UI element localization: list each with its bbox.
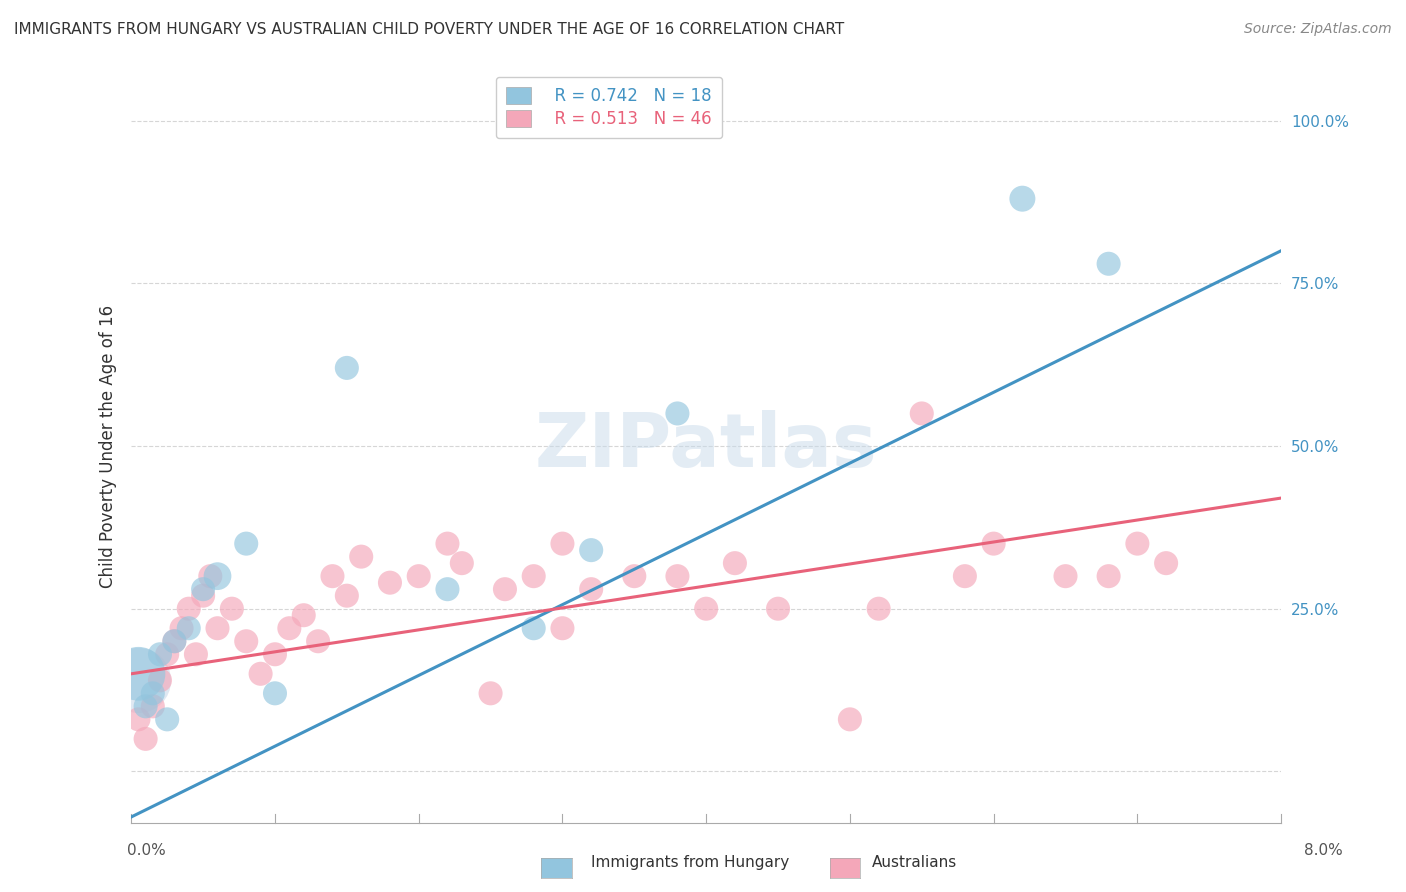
Point — [523, 569, 546, 583]
Point — [579, 543, 602, 558]
Point — [170, 621, 193, 635]
Point — [156, 712, 179, 726]
Point — [264, 686, 287, 700]
Point — [163, 634, 186, 648]
Text: IMMIGRANTS FROM HUNGARY VS AUSTRALIAN CHILD POVERTY UNDER THE AGE OF 16 CORRELAT: IMMIGRANTS FROM HUNGARY VS AUSTRALIAN CH… — [14, 22, 845, 37]
Point — [149, 647, 172, 661]
Point — [911, 407, 934, 421]
Point — [724, 556, 747, 570]
Text: 0.0%: 0.0% — [127, 843, 166, 858]
Point — [321, 569, 343, 583]
Text: Source: ZipAtlas.com: Source: ZipAtlas.com — [1244, 22, 1392, 37]
Point — [184, 647, 207, 661]
Point — [149, 673, 172, 688]
Point — [177, 601, 200, 615]
Point — [221, 601, 243, 615]
Point — [623, 569, 645, 583]
Point — [235, 634, 257, 648]
Point — [264, 647, 287, 661]
Point — [983, 536, 1005, 550]
Point — [868, 601, 890, 615]
Point — [838, 712, 860, 726]
Y-axis label: Child Poverty Under the Age of 16: Child Poverty Under the Age of 16 — [100, 304, 117, 588]
Point — [579, 582, 602, 597]
Point — [249, 666, 271, 681]
Point — [436, 582, 458, 597]
Point — [307, 634, 329, 648]
Point — [436, 536, 458, 550]
Point — [666, 407, 689, 421]
Point — [127, 673, 149, 688]
Point — [207, 569, 229, 583]
Point — [278, 621, 301, 635]
Point — [235, 536, 257, 550]
Point — [336, 589, 359, 603]
Point — [200, 569, 222, 583]
Point — [177, 621, 200, 635]
Point — [378, 575, 401, 590]
Point — [191, 589, 214, 603]
Point — [1154, 556, 1177, 570]
Point — [551, 621, 574, 635]
Point — [350, 549, 373, 564]
Text: ZIPatlas: ZIPatlas — [534, 409, 877, 483]
Text: Australians: Australians — [872, 855, 957, 870]
Point — [1054, 569, 1077, 583]
Point — [163, 634, 186, 648]
Text: 8.0%: 8.0% — [1303, 843, 1343, 858]
Point — [766, 601, 789, 615]
Point — [142, 686, 165, 700]
Point — [479, 686, 502, 700]
Point — [695, 601, 717, 615]
Point — [127, 712, 149, 726]
Legend:   R = 0.742   N = 18,   R = 0.513   N = 46: R = 0.742 N = 18, R = 0.513 N = 46 — [496, 77, 723, 138]
Point — [494, 582, 516, 597]
Point — [135, 731, 157, 746]
Point — [523, 621, 546, 635]
Point — [156, 647, 179, 661]
Point — [551, 536, 574, 550]
Point — [207, 621, 229, 635]
Point — [142, 699, 165, 714]
Point — [1097, 257, 1119, 271]
Point — [1097, 569, 1119, 583]
Point — [292, 608, 315, 623]
Point — [953, 569, 976, 583]
Point — [408, 569, 430, 583]
Point — [127, 666, 149, 681]
Point — [336, 360, 359, 375]
Point — [666, 569, 689, 583]
Point — [135, 699, 157, 714]
Point — [1126, 536, 1149, 550]
Point — [1011, 192, 1033, 206]
Text: Immigrants from Hungary: Immigrants from Hungary — [591, 855, 789, 870]
Point — [450, 556, 472, 570]
Point — [191, 582, 214, 597]
